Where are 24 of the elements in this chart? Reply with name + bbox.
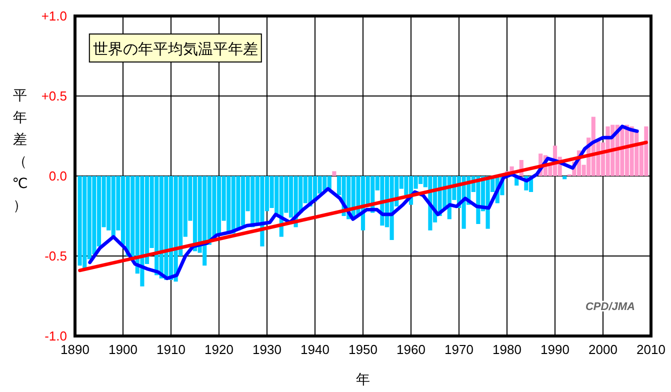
x-tick-label: 1990 — [540, 342, 570, 357]
x-tick-label: 1980 — [492, 342, 522, 357]
y-tick-label: 0.0 — [48, 168, 67, 184]
x-tick-label: 1900 — [108, 342, 138, 357]
x-axis-title: 年 — [356, 372, 370, 388]
x-tick-label: 1970 — [444, 342, 474, 357]
line-series — [88, 124, 639, 280]
x-tick-label: 1910 — [156, 342, 186, 357]
x-tick-label: 1950 — [348, 342, 378, 357]
y-axis-title: 平年差（℃） — [12, 88, 28, 214]
x-tick-label: 1960 — [396, 342, 426, 357]
y-tick-label: -0.5 — [44, 248, 67, 264]
y-tick-label: -1.0 — [44, 328, 67, 344]
text: 世界の年平均気温平年差 — [92, 40, 258, 58]
bar — [562, 176, 567, 180]
bar — [332, 171, 336, 176]
y-tick-label: +1.0 — [41, 8, 67, 24]
x-tick-label: 1940 — [300, 342, 330, 357]
x-tick-label: 1920 — [204, 342, 234, 357]
x-tick-label: 1890 — [60, 342, 90, 357]
y-tick-label: +0.5 — [41, 88, 67, 104]
x-tick-label: 1930 — [252, 342, 282, 357]
x-tick-label: 2010 — [636, 342, 666, 357]
x-tick-label: 2000 — [588, 342, 618, 357]
